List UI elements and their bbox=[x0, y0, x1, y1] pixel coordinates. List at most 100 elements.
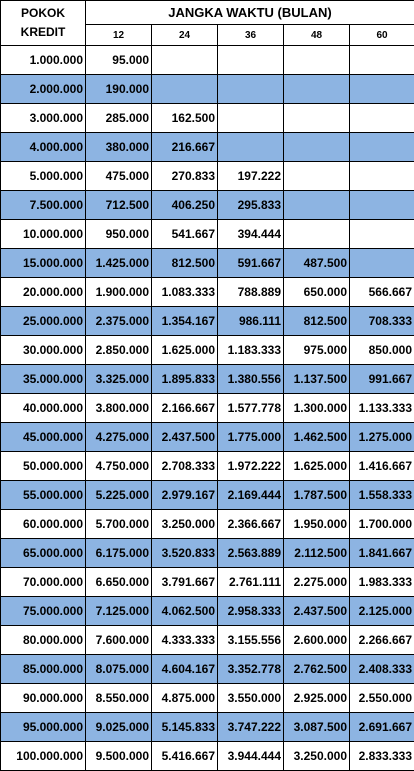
installment-24-cell: 541.667 bbox=[152, 220, 218, 249]
installment-24-cell: 5.145.833 bbox=[152, 713, 218, 742]
pokok-kredit-cell: 75.000.000 bbox=[1, 597, 86, 626]
installment-48-cell bbox=[284, 191, 350, 220]
installment-60-cell: 1.841.667 bbox=[350, 539, 414, 568]
installment-24-cell: 4.875.000 bbox=[152, 684, 218, 713]
installment-60-cell: 1.700.000 bbox=[350, 510, 414, 539]
pokok-kredit-cell: 25.000.000 bbox=[1, 307, 86, 336]
installment-48-cell bbox=[284, 75, 350, 104]
installment-60-cell bbox=[350, 162, 414, 191]
installment-12-cell: 4.750.000 bbox=[86, 452, 152, 481]
installment-24-cell: 216.667 bbox=[152, 133, 218, 162]
installment-12-cell: 6.650.000 bbox=[86, 568, 152, 597]
installment-48-cell: 2.112.500 bbox=[284, 539, 350, 568]
pokok-kredit-cell: 95.000.000 bbox=[1, 713, 86, 742]
installment-36-cell bbox=[218, 75, 284, 104]
installment-60-cell: 2.691.667 bbox=[350, 713, 414, 742]
installment-24-cell: 3.250.000 bbox=[152, 510, 218, 539]
installment-12-cell: 9.500.000 bbox=[86, 742, 152, 771]
header-month-60: 60 bbox=[350, 25, 414, 46]
installment-48-cell: 2.437.500 bbox=[284, 597, 350, 626]
installment-36-cell: 3.155.556 bbox=[218, 626, 284, 655]
installment-36-cell: 2.169.444 bbox=[218, 481, 284, 510]
installment-36-cell bbox=[218, 104, 284, 133]
installment-24-cell: 3.520.833 bbox=[152, 539, 218, 568]
installment-12-cell: 1.425.000 bbox=[86, 249, 152, 278]
installment-12-cell: 9.025.000 bbox=[86, 713, 152, 742]
installment-24-cell: 1.083.333 bbox=[152, 278, 218, 307]
installment-36-cell: 591.667 bbox=[218, 249, 284, 278]
installment-24-cell: 4.333.333 bbox=[152, 626, 218, 655]
pokok-kredit-cell: 85.000.000 bbox=[1, 655, 86, 684]
installment-48-cell bbox=[284, 104, 350, 133]
installment-24-cell: 2.979.167 bbox=[152, 481, 218, 510]
pokok-kredit-cell: 40.000.000 bbox=[1, 394, 86, 423]
installment-24-cell: 2.437.500 bbox=[152, 423, 218, 452]
installment-12-cell: 2.375.000 bbox=[86, 307, 152, 336]
pokok-kredit-cell: 4.000.000 bbox=[1, 133, 86, 162]
installment-48-cell bbox=[284, 133, 350, 162]
installment-48-cell: 3.087.500 bbox=[284, 713, 350, 742]
pokok-kredit-cell: 10.000.000 bbox=[1, 220, 86, 249]
installment-60-cell bbox=[350, 46, 414, 75]
installment-48-cell: 2.275.000 bbox=[284, 568, 350, 597]
installment-36-cell: 1.577.778 bbox=[218, 394, 284, 423]
installment-60-cell: 1.558.333 bbox=[350, 481, 414, 510]
installment-60-cell bbox=[350, 104, 414, 133]
installment-24-cell: 2.166.667 bbox=[152, 394, 218, 423]
pokok-kredit-cell: 50.000.000 bbox=[1, 452, 86, 481]
installment-12-cell: 475.000 bbox=[86, 162, 152, 191]
installment-12-cell: 7.600.000 bbox=[86, 626, 152, 655]
installment-36-cell: 1.972.222 bbox=[218, 452, 284, 481]
installment-24-cell: 270.833 bbox=[152, 162, 218, 191]
installment-48-cell bbox=[284, 46, 350, 75]
installment-60-cell: 2.408.333 bbox=[350, 655, 414, 684]
installment-12-cell: 5.700.000 bbox=[86, 510, 152, 539]
installment-60-cell: 1.983.333 bbox=[350, 568, 414, 597]
installment-36-cell: 2.366.667 bbox=[218, 510, 284, 539]
installment-36-cell: 3.747.222 bbox=[218, 713, 284, 742]
installment-12-cell: 8.075.000 bbox=[86, 655, 152, 684]
pokok-kredit-cell: 2.000.000 bbox=[1, 75, 86, 104]
installment-24-cell: 5.416.667 bbox=[152, 742, 218, 771]
installment-36-cell: 295.833 bbox=[218, 191, 284, 220]
installment-60-cell: 2.125.000 bbox=[350, 597, 414, 626]
pokok-kredit-cell: 100.000.000 bbox=[1, 742, 86, 771]
installment-36-cell: 788.889 bbox=[218, 278, 284, 307]
installment-60-cell: 566.667 bbox=[350, 278, 414, 307]
header-month-48: 48 bbox=[284, 25, 350, 46]
installment-24-cell: 812.500 bbox=[152, 249, 218, 278]
installment-60-cell bbox=[350, 249, 414, 278]
installment-60-cell bbox=[350, 75, 414, 104]
installment-36-cell: 1.775.000 bbox=[218, 423, 284, 452]
installment-36-cell: 1.380.556 bbox=[218, 365, 284, 394]
installment-48-cell: 2.762.500 bbox=[284, 655, 350, 684]
installment-36-cell: 394.444 bbox=[218, 220, 284, 249]
installment-24-cell: 4.604.167 bbox=[152, 655, 218, 684]
pokok-kredit-cell: 20.000.000 bbox=[1, 278, 86, 307]
pokok-kredit-cell: 55.000.000 bbox=[1, 481, 86, 510]
header-pokok-kredit: POKOK KREDIT bbox=[1, 1, 86, 46]
pokok-kredit-cell: 30.000.000 bbox=[1, 336, 86, 365]
installment-48-cell bbox=[284, 162, 350, 191]
installment-24-cell: 2.708.333 bbox=[152, 452, 218, 481]
installment-48-cell: 1.625.000 bbox=[284, 452, 350, 481]
installment-48-cell: 487.500 bbox=[284, 249, 350, 278]
